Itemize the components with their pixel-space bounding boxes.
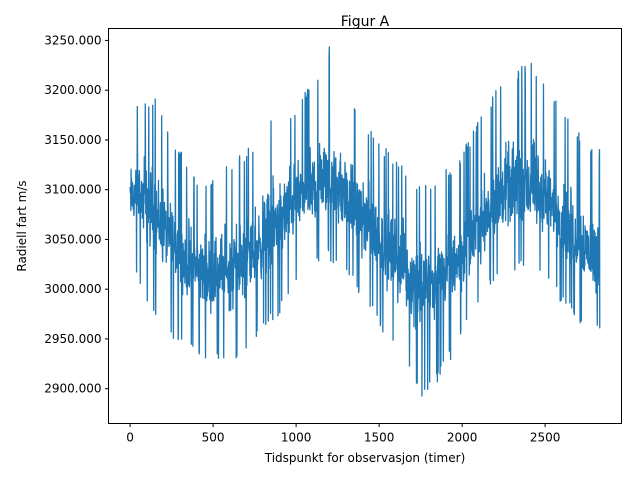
y-tick-label: 2900.000 xyxy=(44,382,101,396)
plot-area xyxy=(129,46,601,397)
y-tick-label: 3050.000 xyxy=(44,232,101,246)
x-tick-label: 1500 xyxy=(364,431,395,445)
axis-ticks: 0 500 1000 1500 2000 2500 2900.000 2950.000 3000… xyxy=(44,33,560,444)
y-tick-label: 3000.000 xyxy=(44,282,101,296)
x-tick-label: 0 xyxy=(126,431,134,445)
series-line xyxy=(129,46,601,397)
x-tick-label: 2500 xyxy=(530,431,561,445)
chart-title: Figur A xyxy=(341,14,390,30)
x-axis-label: Tidspunkt for observasjon (timer) xyxy=(264,451,466,465)
y-tick-label: 3200.000 xyxy=(44,83,101,97)
y-tick-label: 3250.000 xyxy=(44,33,101,47)
axes-frame xyxy=(108,28,622,424)
y-axis-label: Radiell fart m/s xyxy=(15,180,29,271)
x-tick-label: 500 xyxy=(202,431,225,445)
x-tick-label: 2000 xyxy=(447,431,478,445)
x-tick-label: 1000 xyxy=(281,431,312,445)
y-tick-label: 3100.000 xyxy=(44,183,101,197)
y-tick-label: 2950.000 xyxy=(44,332,101,346)
y-tick-label: 3150.000 xyxy=(44,133,101,147)
